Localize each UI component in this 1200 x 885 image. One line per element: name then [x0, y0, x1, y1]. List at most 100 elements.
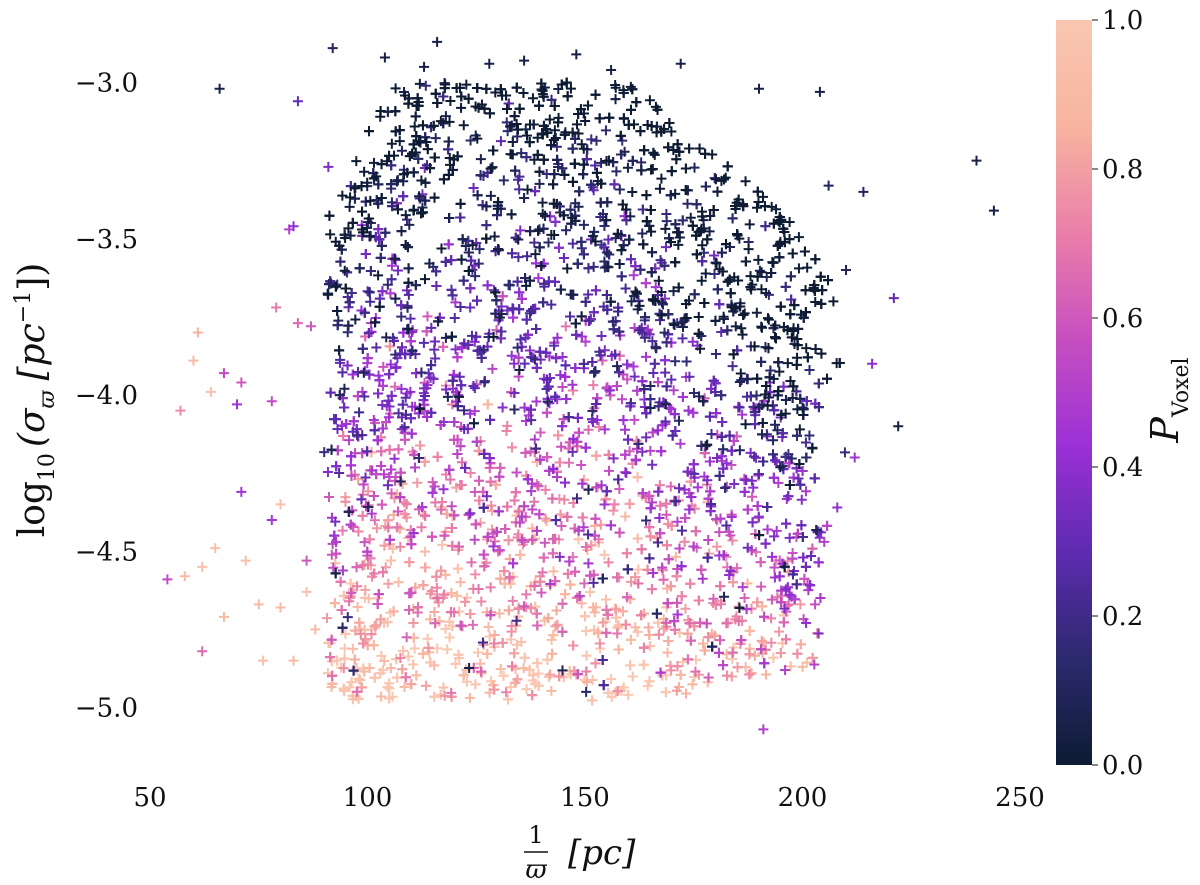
- data-point: [484, 631, 495, 642]
- data-point: [623, 434, 634, 445]
- data-point: [512, 639, 523, 650]
- data-point: [465, 609, 476, 620]
- data-point: [684, 618, 695, 629]
- data-point: [338, 663, 349, 674]
- data-point: [552, 619, 563, 630]
- data-point: [692, 482, 703, 493]
- data-point: [681, 688, 692, 699]
- data-point: [560, 371, 571, 382]
- data-point: [700, 181, 711, 192]
- data-point: [696, 331, 707, 342]
- data-point: [618, 240, 629, 251]
- data-point: [432, 643, 443, 654]
- data-point: [400, 239, 411, 250]
- data-point: [455, 212, 466, 223]
- data-point: [645, 394, 656, 405]
- data-point: [717, 417, 728, 428]
- data-point: [610, 94, 621, 105]
- data-point: [542, 654, 553, 665]
- data-point: [375, 252, 386, 263]
- data-point: [798, 552, 809, 563]
- data-point: [435, 116, 446, 127]
- data-point: [509, 111, 520, 122]
- data-point: [649, 358, 660, 369]
- data-point: [734, 602, 745, 613]
- data-point: [693, 311, 704, 322]
- data-point: [519, 652, 530, 663]
- data-point: [473, 647, 484, 658]
- data-point: [481, 233, 492, 244]
- data-point: [751, 307, 762, 318]
- data-point: [629, 414, 640, 425]
- data-point: [598, 680, 609, 691]
- data-point: [732, 662, 743, 673]
- data-point: [657, 562, 668, 573]
- data-point: [355, 675, 366, 686]
- data-point: [378, 361, 389, 372]
- data-point: [356, 494, 367, 505]
- data-point: [769, 419, 780, 430]
- data-point: [604, 249, 615, 260]
- data-point: [766, 637, 777, 648]
- data-point: [660, 687, 671, 698]
- data-point: [557, 598, 568, 609]
- data-point: [360, 248, 371, 259]
- data-point: [669, 624, 680, 635]
- data-point: [438, 341, 449, 352]
- data-point: [656, 446, 667, 457]
- data-point: [622, 162, 633, 173]
- data-point: [446, 501, 457, 512]
- data-point: [759, 611, 770, 622]
- data-point: [489, 285, 500, 296]
- data-point: [526, 486, 537, 497]
- data-point: [446, 588, 457, 599]
- data-point: [660, 367, 671, 378]
- data-point: [506, 621, 517, 632]
- data-point: [603, 465, 614, 476]
- data-point: [441, 508, 452, 519]
- data-point: [671, 685, 682, 696]
- data-point: [760, 538, 771, 549]
- data-point: [731, 611, 742, 622]
- data-point: [623, 689, 634, 700]
- data-point: [594, 113, 605, 124]
- data-point: [578, 169, 589, 180]
- data-point: [601, 627, 612, 638]
- data-point: [376, 499, 387, 510]
- data-point: [839, 447, 850, 458]
- data-point: [611, 604, 622, 615]
- data-point: [543, 613, 554, 624]
- data-point: [644, 522, 655, 533]
- data-point: [436, 565, 447, 576]
- data-point: [753, 254, 764, 265]
- data-point: [655, 500, 666, 511]
- data-point: [627, 155, 638, 166]
- data-point: [440, 623, 451, 634]
- data-point: [502, 501, 513, 512]
- data-point: [800, 486, 811, 497]
- data-point: [780, 281, 791, 292]
- data-point: [418, 509, 429, 520]
- data-point: [527, 690, 538, 701]
- data-point: [550, 133, 561, 144]
- data-point: [382, 617, 393, 628]
- data-point: [336, 605, 347, 616]
- data-point: [509, 404, 520, 415]
- data-point: [489, 231, 500, 242]
- data-point: [498, 175, 509, 186]
- data-point: [432, 98, 443, 109]
- data-point: [696, 564, 707, 575]
- data-point: [620, 424, 631, 435]
- data-point: [503, 605, 514, 616]
- data-point: [443, 136, 454, 147]
- data-point: [489, 630, 500, 641]
- data-point: [618, 415, 629, 426]
- data-point: [622, 564, 633, 575]
- data-point: [504, 571, 515, 582]
- data-point: [563, 457, 574, 468]
- data-point: [444, 616, 455, 627]
- data-point: [557, 421, 568, 432]
- data-point: [641, 432, 652, 443]
- data-point: [422, 144, 433, 155]
- data-point: [766, 594, 777, 605]
